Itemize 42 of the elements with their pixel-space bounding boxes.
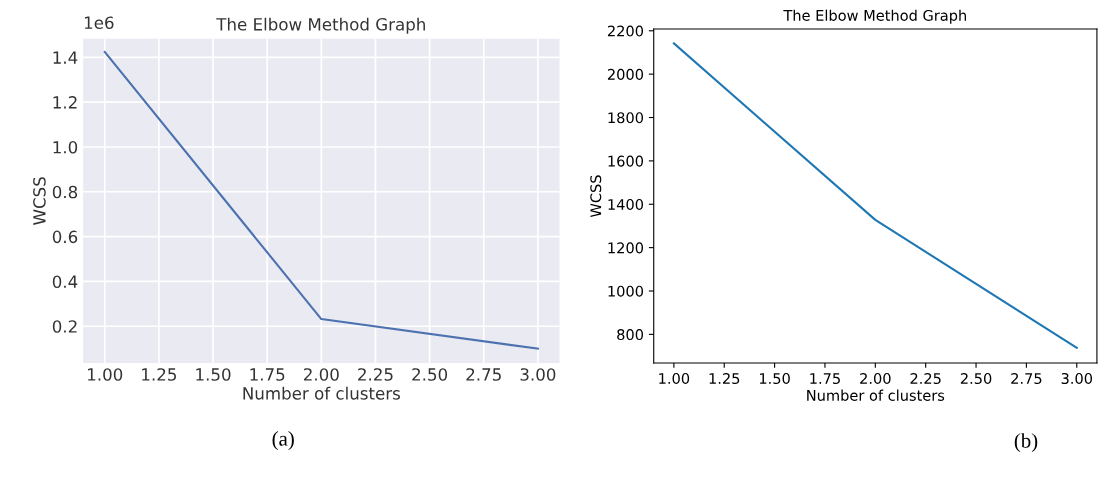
- text: (a): [272, 431, 294, 450]
- x-tick-label: 1.25: [142, 368, 176, 381]
- x-tick-label: 1.00: [88, 368, 123, 381]
- text: 1e6: [84, 16, 114, 30]
- text: (b): [1014, 433, 1038, 453]
- x-tick-label: 2.50: [412, 368, 448, 381]
- y-tick-label: 2000: [607, 68, 644, 80]
- x-tick-label: 2.50: [960, 372, 992, 385]
- y-tick-label: 1.4: [53, 51, 78, 64]
- y-tick-label: 1000: [608, 285, 644, 297]
- y-tick-label: 1.2: [53, 96, 77, 109]
- y-axis-title: WCSS: [33, 177, 46, 225]
- y-tick-label: 1400: [608, 198, 644, 211]
- y-axis-title: WCSS: [590, 175, 602, 218]
- chart-title: The Elbow Method Graph: [216, 17, 425, 34]
- x-tick-label: 1.25: [709, 372, 740, 385]
- x-axis-title: Number of clusters: [807, 389, 945, 401]
- y-tick-label: 800: [617, 329, 644, 341]
- x-tick-label: 3.00: [520, 368, 556, 381]
- y-tick-label: 0.8: [52, 185, 78, 199]
- x-tick-label: 1.50: [196, 368, 231, 381]
- y-tick-label: 0.6: [52, 230, 78, 244]
- x-tick-label: 2.75: [466, 368, 501, 381]
- x-tick-label: 2.25: [910, 372, 941, 385]
- x-tick-label: 1.00: [659, 372, 690, 385]
- x-tick-label: 2.25: [358, 368, 393, 381]
- y-tick-label: 2200: [607, 25, 644, 37]
- y-tick-label: 1600: [608, 155, 644, 167]
- y-tick-label: 1200: [608, 242, 644, 254]
- x-tick-label: 2.75: [1011, 372, 1042, 385]
- y-tick-label: 0.4: [52, 275, 78, 288]
- x-tick-label: 1.50: [759, 372, 790, 385]
- x-axis-title: Number of clusters: [243, 386, 400, 400]
- x-tick-label: 1.75: [250, 368, 285, 381]
- x-tick-label: 1.75: [810, 373, 840, 385]
- y-tick-label: 1800: [608, 112, 644, 124]
- chart-title: The Elbow Method Graph: [783, 9, 966, 24]
- y-tick-label: 0.2: [52, 320, 77, 333]
- y-tick-label: 1.0: [53, 140, 78, 154]
- x-tick-label: 2.00: [303, 368, 339, 381]
- x-tick-label: 2.00: [860, 372, 891, 385]
- x-tick-label: 3.00: [1061, 372, 1093, 385]
